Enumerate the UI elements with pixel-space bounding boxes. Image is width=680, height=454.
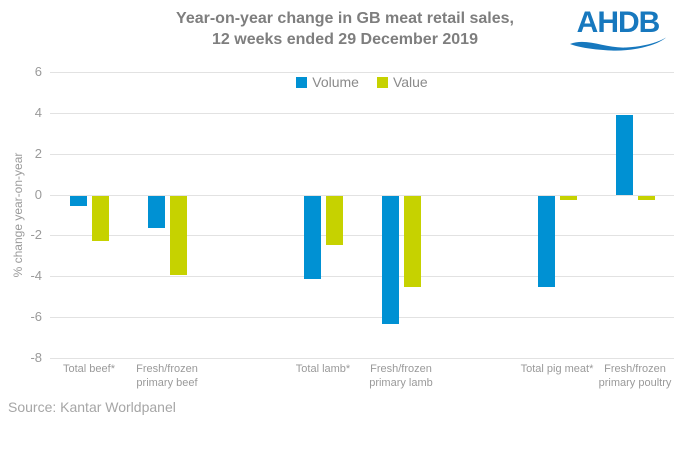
y-axis-tick-label: -2 bbox=[30, 227, 42, 243]
y-axis-tick-label: 0 bbox=[34, 186, 42, 202]
value-swatch-icon bbox=[376, 76, 388, 88]
chart-title-line2: 12 weeks ended 29 December 2019 bbox=[212, 31, 478, 48]
legend-item-value: Value bbox=[376, 74, 428, 90]
bar-volume-6 bbox=[615, 114, 633, 195]
y-axis-tick-label: 2 bbox=[34, 145, 42, 161]
y-axis-tick-label: -4 bbox=[30, 268, 42, 284]
y-axis-tick-label: -8 bbox=[30, 350, 42, 365]
bar-volume-5 bbox=[537, 195, 555, 288]
x-axis-category-label: Fresh/frozen primary poultry bbox=[598, 363, 672, 389]
x-axis-category-label: Fresh/frozen primary beef bbox=[136, 363, 198, 389]
bar-value-3 bbox=[325, 195, 343, 245]
legend-item-volume: Volume bbox=[296, 74, 359, 90]
gridline bbox=[50, 72, 674, 73]
ahdb-logo-wave-icon bbox=[570, 37, 666, 51]
bar-value-6 bbox=[637, 195, 655, 200]
bar-value-5 bbox=[559, 195, 577, 200]
x-axis-category-label: Total beef* bbox=[63, 363, 115, 375]
legend: Volume Value bbox=[50, 74, 674, 90]
ahdb-logo: AHDB bbox=[568, 6, 668, 51]
volume-swatch-icon bbox=[296, 76, 308, 88]
legend-label-volume: Volume bbox=[312, 74, 359, 90]
y-axis-tick-label: -6 bbox=[30, 309, 42, 325]
plot-area bbox=[50, 72, 674, 359]
ahdb-logo-text: AHDB bbox=[576, 6, 661, 39]
x-axis-category-label: Total lamb* bbox=[295, 363, 351, 375]
chart-title: Year-on-year change in GB meat retail sa… bbox=[55, 8, 635, 50]
y-axis-tick-label: 4 bbox=[34, 104, 42, 120]
chart-title-line1: Year-on-year change in GB meat retail sa… bbox=[176, 10, 514, 27]
source-caption: Source: Kantar Worldpanel bbox=[8, 399, 176, 415]
bar-volume-1 bbox=[69, 195, 87, 206]
gridline bbox=[50, 194, 674, 196]
gridline bbox=[50, 112, 674, 114]
gridline bbox=[50, 276, 674, 278]
gridline bbox=[50, 153, 674, 155]
bar-value-1 bbox=[91, 195, 109, 241]
y-axis-tick-label: 6 bbox=[34, 64, 42, 79]
bar-volume-2 bbox=[147, 195, 165, 229]
gridline bbox=[50, 235, 674, 237]
x-axis-category-label: Total pig meat* bbox=[520, 363, 594, 375]
gridline bbox=[50, 317, 674, 319]
bar-volume-3 bbox=[303, 195, 321, 280]
legend-label-value: Value bbox=[392, 74, 428, 90]
bar-value-2 bbox=[169, 195, 187, 276]
bar-volume-4 bbox=[381, 195, 399, 325]
x-axis-category-label: Fresh/frozen primary lamb bbox=[369, 363, 433, 389]
bar-value-4 bbox=[403, 195, 421, 288]
gridline bbox=[50, 358, 674, 359]
